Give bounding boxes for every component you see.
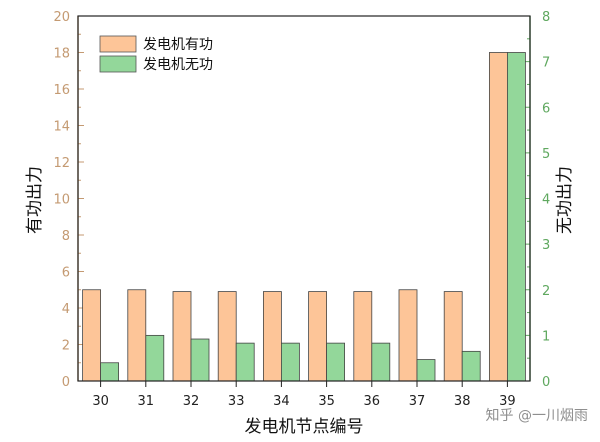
legend-label-reactive: 发电机无功 <box>143 57 213 73</box>
bar-active-power <box>82 289 101 382</box>
x-tick-label: 34 <box>273 394 290 409</box>
bar-reactive-power <box>100 362 119 382</box>
legend-swatch-active <box>99 35 137 53</box>
right-axis-ticks: 0 1 2 3 4 5 6 7 8 <box>524 10 550 390</box>
bar-active-power <box>127 289 147 382</box>
left-tick-label: 6 <box>62 266 70 281</box>
bar-reactive-power <box>190 338 210 382</box>
right-tick-label: 3 <box>542 238 550 253</box>
left-tick-label: 2 <box>62 339 70 354</box>
right-tick-label: 2 <box>542 284 550 299</box>
watermark-text: 知乎 @一川烟雨 <box>486 407 588 424</box>
bar-reactive-power <box>371 342 391 382</box>
bar-active-power <box>308 291 328 382</box>
bar-reactive-power <box>280 342 300 382</box>
right-tick-label: 5 <box>542 147 550 162</box>
x-tick-label: 33 <box>228 394 245 409</box>
left-tick-label: 16 <box>53 83 70 98</box>
bar-active-power <box>488 52 508 382</box>
right-tick-label: 6 <box>542 101 550 116</box>
x-tick-label: 37 <box>409 394 426 409</box>
bar-reactive-power <box>416 359 436 382</box>
x-axis-title: 发电机节点编号 <box>245 417 364 437</box>
left-tick-label: 4 <box>62 302 70 317</box>
x-tick-label: 35 <box>318 394 335 409</box>
x-tick-label: 39 <box>499 394 516 409</box>
bar-reactive-power <box>145 334 165 382</box>
legend-label-active: 发电机有功 <box>143 37 213 53</box>
x-tick-label: 38 <box>454 394 471 409</box>
x-tick-label: 36 <box>364 394 381 409</box>
left-tick-label: 20 <box>53 10 70 25</box>
bar-active-power <box>262 291 282 382</box>
legend-swatch-reactive <box>99 55 137 73</box>
bars <box>82 52 526 382</box>
legend: 发电机有功 发电机无功 <box>99 35 213 73</box>
left-axis-ticks: 0 2 4 6 8 10 12 14 16 18 20 <box>53 10 84 390</box>
x-axis-ticks: 30 31 32 33 34 35 36 37 38 39 <box>92 381 516 409</box>
bar-active-power <box>443 291 463 382</box>
x-tick-label: 30 <box>92 394 109 409</box>
bar-reactive-power <box>461 350 481 382</box>
left-tick-label: 18 <box>53 47 70 62</box>
right-tick-label: 0 <box>542 375 550 390</box>
left-tick-label: 12 <box>53 156 70 171</box>
x-tick-label: 31 <box>138 394 155 409</box>
bar-reactive-power <box>326 342 346 382</box>
bar-active-power <box>353 291 373 382</box>
left-tick-label: 0 <box>62 375 70 390</box>
left-tick-label: 8 <box>62 229 70 244</box>
right-tick-label: 4 <box>542 193 550 208</box>
left-tick-label: 10 <box>53 193 70 208</box>
x-tick-label: 32 <box>183 394 200 409</box>
left-tick-label: 14 <box>53 120 70 135</box>
y-axis-left-title: 有功出力 <box>25 166 45 234</box>
bar-reactive-power <box>506 52 526 382</box>
bar-active-power <box>217 291 237 382</box>
right-tick-label: 1 <box>542 329 550 344</box>
right-tick-label: 7 <box>542 56 550 71</box>
right-tick-label: 8 <box>542 10 550 25</box>
bar-active-power <box>398 289 418 382</box>
plot-frame <box>77 15 531 382</box>
y-axis-right-title: 无功出力 <box>555 166 575 234</box>
bar-reactive-power <box>235 342 255 382</box>
bar-active-power <box>172 291 192 382</box>
